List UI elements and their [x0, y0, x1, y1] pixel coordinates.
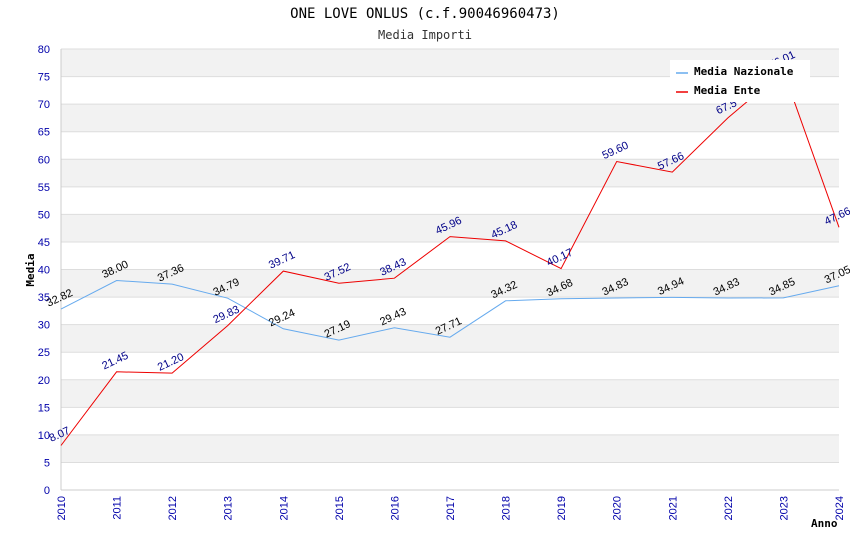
gridlines — [61, 48, 839, 491]
y-tick-label: 20 — [38, 375, 50, 387]
x-tick-label: 2014 — [278, 496, 290, 520]
chart-title: ONE LOVE ONLUS (c.f.90046960473) — [290, 6, 560, 22]
y-tick-label: 60 — [38, 154, 50, 166]
y-tick-label: 15 — [38, 402, 50, 414]
grid-band — [61, 407, 839, 435]
y-tick-label: 50 — [38, 209, 50, 221]
series-lines — [60, 70, 840, 446]
x-tick-label: 2019 — [556, 496, 568, 520]
y-tick-label: 35 — [38, 292, 50, 304]
legend-label-nazionale: Media Nazionale — [694, 65, 794, 78]
x-tick-label: 2020 — [612, 496, 624, 520]
legend: Media Nazionale Media Ente — [670, 60, 810, 102]
y-tick-label: 45 — [38, 237, 50, 249]
y-tick-label: 80 — [38, 44, 50, 56]
x-tick-label: 2011 — [112, 496, 124, 520]
y-tick-label: 0 — [44, 485, 50, 497]
grid-band — [61, 241, 839, 270]
grid-band — [61, 434, 839, 463]
y-tick-label: 5 — [44, 457, 50, 469]
grid-band — [61, 131, 839, 160]
grid-band — [61, 159, 839, 187]
x-tick-label: 2024 — [834, 496, 846, 520]
x-tick-label: 2012 — [167, 496, 179, 520]
grid-bands — [61, 49, 839, 490]
x-tick-label: 2013 — [223, 496, 235, 520]
x-axis-label: Anno — [811, 517, 838, 530]
grid-band — [61, 104, 839, 132]
x-tick-label: 2021 — [667, 496, 679, 520]
grid-band — [61, 214, 839, 242]
grid-band — [61, 297, 839, 325]
x-tick-label: 2016 — [389, 496, 401, 520]
chart-subtitle: Media Importi — [378, 28, 472, 42]
legend-label-ente: Media Ente — [694, 84, 761, 97]
y-tick-label: 40 — [38, 265, 50, 277]
series-line-nazionale — [60, 279, 840, 341]
grid-band — [61, 462, 839, 490]
y-axis-label: Media — [24, 253, 37, 286]
x-tick-labels: 2010 2011 2012 2013 2014 2015 2016 2017 2018 2019… — [56, 496, 846, 520]
series-line-ente — [60, 70, 840, 446]
grid-band — [61, 324, 839, 353]
x-tick-label: 2017 — [445, 496, 457, 520]
y-tick-label: 55 — [38, 182, 50, 194]
x-tick-label: 2010 — [56, 496, 68, 520]
x-tick-label: 2015 — [334, 496, 346, 520]
x-tick-label: 2018 — [501, 496, 513, 520]
grid-band — [61, 186, 839, 215]
x-tick-label: 2023 — [778, 496, 790, 520]
axes — [60, 49, 839, 491]
grid-band — [61, 379, 839, 408]
y-tick-label: 25 — [38, 347, 50, 359]
y-tick-label: 65 — [38, 127, 50, 139]
legend-box — [670, 60, 810, 102]
y-tick-label: 70 — [38, 99, 50, 111]
y-tick-label: 30 — [38, 320, 50, 332]
grid-band — [61, 269, 839, 298]
y-tick-label: 10 — [38, 430, 50, 442]
y-tick-labels: 0 5 10 15 20 25 30 35 40 45 50 55 60 65 70 75 80 — [38, 44, 50, 497]
x-tick-label: 2022 — [723, 496, 735, 520]
y-tick-label: 75 — [38, 72, 50, 84]
